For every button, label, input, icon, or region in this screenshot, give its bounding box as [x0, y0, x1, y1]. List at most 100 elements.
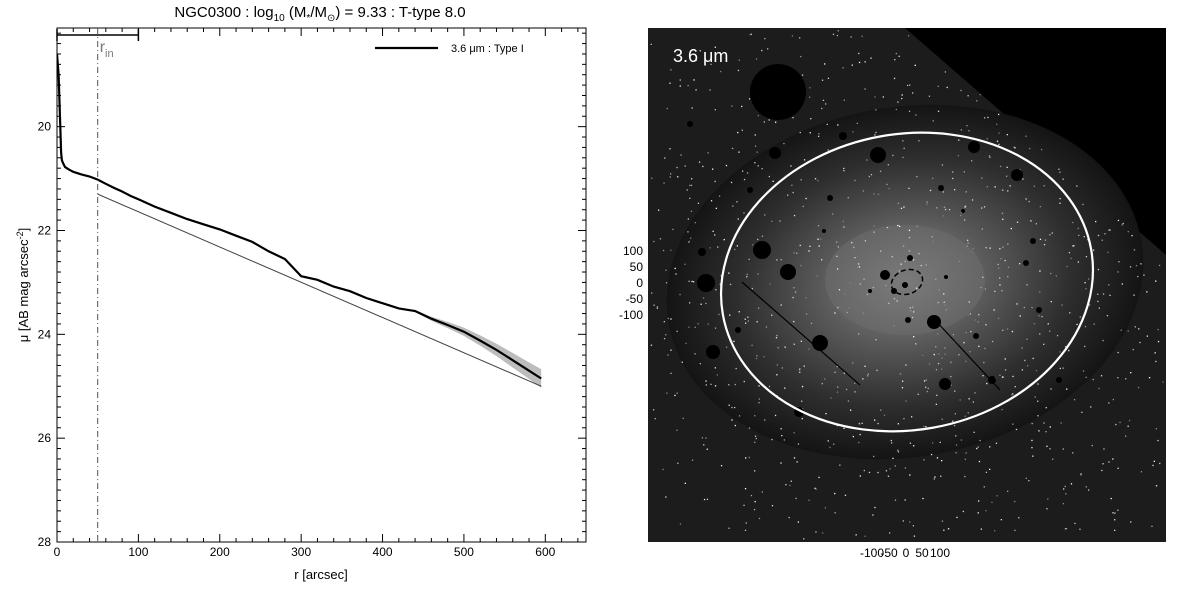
star — [954, 189, 956, 191]
star — [754, 435, 757, 437]
star — [1010, 394, 1013, 396]
star — [771, 505, 774, 507]
star — [1059, 351, 1061, 353]
star — [684, 482, 686, 484]
star — [853, 246, 855, 249]
star — [1070, 257, 1072, 259]
star — [925, 264, 927, 266]
star — [859, 283, 861, 285]
star — [843, 372, 845, 374]
star — [880, 409, 882, 411]
star — [1098, 307, 1100, 309]
star — [893, 298, 896, 300]
star — [941, 357, 943, 359]
mask-disc — [698, 248, 706, 256]
star — [1049, 330, 1051, 332]
image-y-axis: 100 50 0 -50 -100 — [619, 244, 643, 322]
star — [875, 109, 877, 111]
star — [743, 380, 745, 383]
star — [688, 241, 690, 243]
star — [736, 245, 738, 247]
star — [776, 334, 778, 337]
star — [966, 239, 969, 241]
star — [687, 218, 689, 220]
star — [755, 58, 758, 60]
star — [1059, 171, 1061, 173]
star — [769, 283, 771, 285]
star — [1063, 488, 1065, 490]
star — [989, 247, 991, 249]
star — [736, 201, 738, 203]
star — [817, 238, 819, 240]
star — [796, 461, 798, 463]
star — [651, 177, 653, 179]
star — [1006, 175, 1008, 177]
star — [728, 404, 730, 406]
star — [908, 250, 910, 252]
star — [714, 234, 716, 236]
star — [1131, 235, 1133, 237]
star — [745, 522, 747, 524]
star — [756, 151, 758, 153]
star — [729, 283, 732, 286]
star — [995, 442, 998, 444]
star — [824, 507, 826, 509]
star — [1143, 274, 1145, 276]
star — [670, 69, 672, 71]
star — [909, 307, 911, 309]
star — [967, 242, 969, 244]
star — [1121, 224, 1123, 226]
image-xtick: -100 — [860, 546, 884, 560]
star — [1035, 223, 1037, 225]
star — [903, 206, 905, 208]
star — [748, 258, 750, 260]
star — [913, 336, 915, 338]
image-x-axis: -100 -50 0 50 100 — [860, 546, 950, 560]
star — [755, 357, 758, 360]
star — [862, 378, 864, 380]
star — [821, 107, 823, 110]
star — [670, 173, 672, 175]
star — [665, 496, 667, 498]
star — [829, 446, 831, 449]
star — [753, 508, 756, 511]
star — [977, 446, 979, 448]
mask-disc — [697, 274, 715, 292]
star — [848, 307, 851, 309]
star — [873, 455, 875, 458]
mask-disc — [880, 270, 890, 280]
star — [689, 184, 691, 187]
star — [941, 164, 944, 166]
star — [793, 214, 796, 217]
star — [720, 70, 722, 73]
star — [851, 64, 853, 66]
star — [954, 390, 956, 392]
star — [909, 442, 912, 444]
star — [1022, 178, 1024, 180]
star — [991, 501, 993, 503]
y-tick-label: 26 — [38, 431, 52, 445]
star — [890, 439, 892, 442]
star — [862, 190, 865, 192]
star — [846, 311, 848, 314]
star — [1021, 347, 1023, 349]
mask-disc — [907, 255, 913, 261]
star — [850, 36, 852, 38]
star — [1007, 490, 1009, 492]
star — [943, 293, 945, 295]
star — [1154, 352, 1156, 354]
star — [1066, 265, 1068, 268]
star — [822, 99, 825, 101]
star — [1070, 483, 1073, 485]
star — [857, 263, 860, 265]
star — [808, 348, 810, 350]
star — [754, 134, 756, 136]
star — [714, 46, 716, 48]
star — [781, 367, 783, 369]
star — [958, 260, 960, 263]
star — [780, 259, 782, 261]
star — [1064, 528, 1066, 530]
star — [745, 457, 747, 459]
star — [875, 131, 877, 134]
